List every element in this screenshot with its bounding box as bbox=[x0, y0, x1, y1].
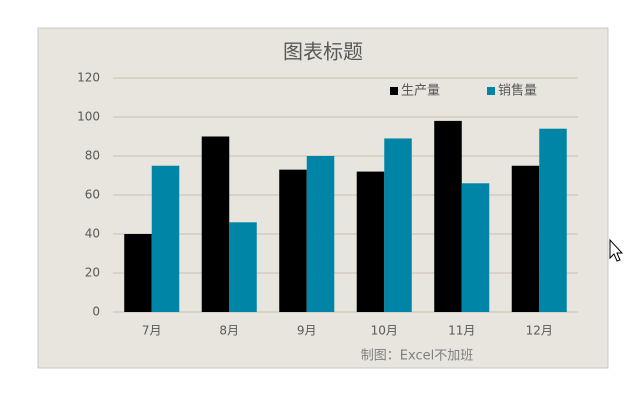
y-tick-label: 120 bbox=[77, 71, 100, 85]
bar bbox=[511, 165, 540, 312]
y-tick-label: 20 bbox=[85, 266, 100, 280]
y-tick-label: 60 bbox=[85, 188, 100, 202]
y-tick-label: 100 bbox=[77, 110, 100, 124]
annotation: 制图：Excel不加班 bbox=[361, 349, 473, 364]
legend-swatch bbox=[487, 87, 495, 95]
x-tick-label: 10月 bbox=[371, 324, 398, 338]
y-tick-label: 40 bbox=[85, 227, 100, 241]
x-tick-label: 11月 bbox=[448, 324, 475, 338]
legend-swatch bbox=[390, 87, 398, 95]
chart-title: 图表标题 bbox=[283, 40, 363, 64]
bar bbox=[539, 128, 567, 312]
bar bbox=[461, 183, 490, 312]
mouse-cursor bbox=[609, 238, 624, 262]
bar bbox=[151, 165, 180, 312]
y-tick-label: 0 bbox=[92, 305, 100, 319]
bar bbox=[201, 136, 230, 312]
bar bbox=[229, 222, 257, 312]
legend-label: 销售量 bbox=[498, 83, 537, 99]
bar bbox=[306, 156, 335, 312]
x-tick-label: 7月 bbox=[142, 324, 162, 338]
x-tick-label: 9月 bbox=[297, 324, 317, 338]
bar bbox=[434, 120, 462, 313]
y-tick-label: 80 bbox=[85, 149, 100, 163]
bar bbox=[124, 234, 152, 312]
bar bbox=[384, 138, 412, 312]
bar bbox=[279, 169, 307, 312]
x-tick-label: 12月 bbox=[526, 324, 553, 338]
legend-label: 生产量 bbox=[401, 84, 440, 99]
x-tick-label: 8月 bbox=[219, 324, 239, 338]
bar bbox=[356, 171, 385, 312]
